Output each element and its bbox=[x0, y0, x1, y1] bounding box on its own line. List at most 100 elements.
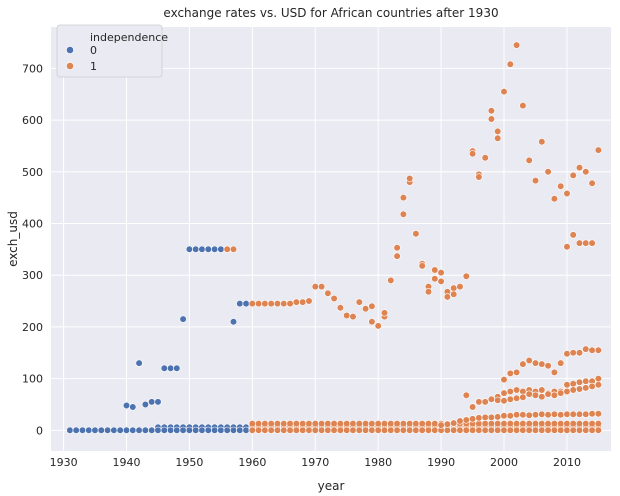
y-tick-label: 300 bbox=[22, 269, 43, 282]
y-tick-label: 400 bbox=[22, 217, 43, 230]
data-point-0 bbox=[229, 426, 238, 434]
data-point-1 bbox=[538, 138, 546, 146]
data-point-1 bbox=[575, 378, 584, 386]
data-point-0 bbox=[167, 426, 175, 434]
data-point-1 bbox=[343, 426, 351, 434]
data-point-0 bbox=[211, 245, 219, 253]
data-point-1 bbox=[594, 381, 603, 389]
data-point-1 bbox=[519, 101, 527, 110]
data-point-0 bbox=[198, 245, 206, 253]
data-point-1 bbox=[538, 393, 546, 401]
data-point-1 bbox=[437, 421, 445, 429]
y-tick-label: 100 bbox=[22, 373, 43, 386]
data-point-1 bbox=[475, 173, 483, 181]
data-point-1 bbox=[406, 174, 414, 183]
data-point-0 bbox=[173, 364, 181, 372]
data-point-1 bbox=[506, 60, 514, 68]
data-point-1 bbox=[544, 426, 552, 434]
data-point-1 bbox=[248, 300, 256, 308]
data-point-1 bbox=[594, 410, 603, 418]
data-point-0 bbox=[72, 426, 80, 434]
data-point-0 bbox=[242, 426, 250, 434]
data-point-1 bbox=[349, 313, 357, 321]
data-point-1 bbox=[311, 283, 319, 291]
data-point-1 bbox=[569, 171, 577, 179]
data-point-1 bbox=[557, 426, 565, 434]
data-point-1 bbox=[380, 426, 389, 434]
data-point-1 bbox=[481, 154, 489, 162]
data-point-0 bbox=[160, 426, 168, 434]
data-point-1 bbox=[368, 318, 376, 326]
data-point-1 bbox=[443, 420, 452, 428]
data-point-1 bbox=[305, 297, 313, 305]
data-point-1 bbox=[575, 349, 584, 357]
data-point-1 bbox=[525, 420, 533, 428]
data-point-1 bbox=[255, 420, 263, 428]
data-point-1 bbox=[594, 146, 603, 154]
data-point-1 bbox=[261, 426, 269, 434]
data-point-1 bbox=[569, 386, 577, 394]
data-point-1 bbox=[462, 426, 470, 434]
data-point-1 bbox=[424, 288, 433, 296]
data-point-1 bbox=[387, 426, 395, 434]
data-point-1 bbox=[563, 420, 571, 428]
data-point-1 bbox=[575, 239, 584, 247]
data-point-1 bbox=[387, 276, 395, 285]
data-point-0 bbox=[129, 426, 137, 434]
data-point-1 bbox=[582, 377, 590, 385]
y-tick-label: 700 bbox=[22, 62, 43, 75]
data-point-1 bbox=[500, 412, 508, 420]
data-point-1 bbox=[582, 410, 590, 418]
data-point-1 bbox=[500, 420, 508, 428]
data-point-0 bbox=[91, 426, 99, 434]
data-point-1 bbox=[387, 420, 395, 428]
data-point-1 bbox=[450, 419, 458, 427]
legend-label-1: 1 bbox=[90, 60, 97, 73]
data-point-1 bbox=[582, 239, 590, 247]
data-point-1 bbox=[550, 195, 559, 203]
data-point-1 bbox=[550, 391, 559, 399]
data-point-1 bbox=[469, 415, 477, 423]
data-point-1 bbox=[481, 413, 489, 422]
data-point-1 bbox=[525, 411, 533, 419]
data-point-1 bbox=[380, 420, 389, 428]
data-point-1 bbox=[512, 394, 521, 402]
data-point-1 bbox=[336, 426, 345, 434]
data-point-1 bbox=[544, 420, 552, 428]
legend-marker-1 bbox=[66, 62, 74, 70]
data-point-0 bbox=[141, 400, 149, 409]
x-tick-label: 1960 bbox=[238, 456, 266, 469]
data-point-1 bbox=[374, 426, 382, 434]
data-point-1 bbox=[336, 420, 345, 428]
data-point-1 bbox=[355, 298, 363, 306]
data-point-0 bbox=[173, 426, 181, 434]
data-point-1 bbox=[544, 168, 552, 176]
data-point-1 bbox=[500, 376, 508, 384]
data-point-1 bbox=[330, 294, 338, 303]
data-point-1 bbox=[481, 398, 489, 406]
data-point-1 bbox=[538, 386, 546, 394]
y-tick-label: 200 bbox=[22, 321, 43, 334]
data-point-1 bbox=[563, 410, 571, 418]
data-point-1 bbox=[349, 426, 357, 434]
data-point-1 bbox=[538, 426, 546, 434]
data-point-1 bbox=[525, 356, 533, 365]
data-point-1 bbox=[550, 368, 559, 377]
data-point-1 bbox=[481, 420, 489, 428]
data-point-1 bbox=[305, 426, 313, 434]
x-tick-label: 2000 bbox=[490, 456, 518, 469]
data-point-1 bbox=[362, 420, 370, 428]
legend-marker-0 bbox=[66, 46, 74, 54]
data-point-0 bbox=[192, 245, 200, 253]
data-point-1 bbox=[336, 304, 345, 312]
data-point-0 bbox=[192, 426, 200, 434]
data-point-1 bbox=[588, 420, 596, 428]
y-axis-label: exch_usd bbox=[6, 211, 20, 267]
data-point-1 bbox=[531, 391, 540, 399]
x-tick-label: 1970 bbox=[301, 456, 329, 469]
x-tick-labels: 1930 1940 1950 1960 1970 1980 1990 2000 2010 bbox=[50, 456, 581, 469]
data-point-0 bbox=[223, 426, 231, 434]
data-point-1 bbox=[481, 426, 489, 434]
data-point-1 bbox=[267, 420, 275, 428]
data-point-1 bbox=[487, 395, 496, 403]
